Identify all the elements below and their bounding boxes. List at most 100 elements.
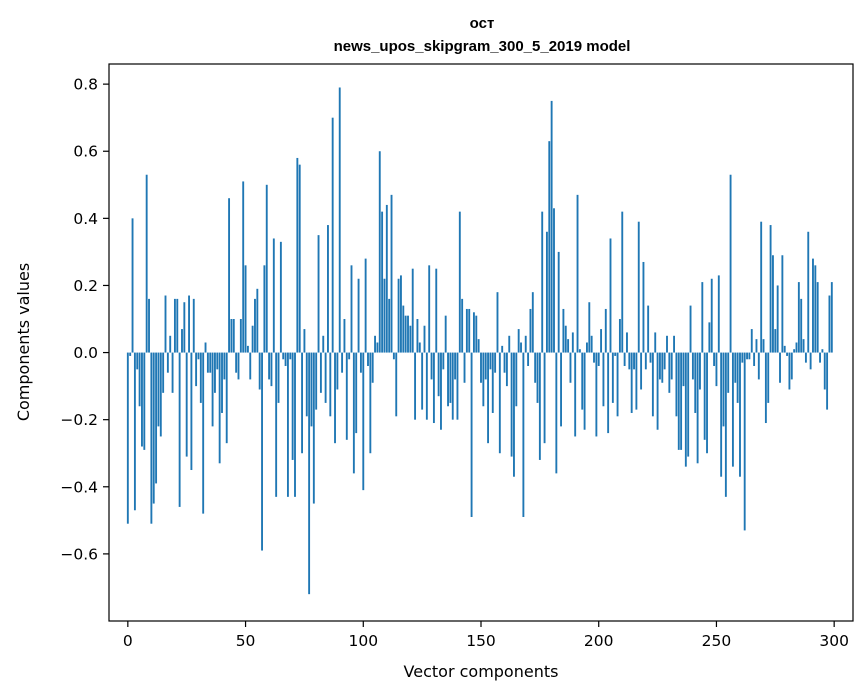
bar-29 [195, 352, 198, 387]
bar-169 [524, 335, 527, 353]
bar-143 [463, 352, 466, 383]
bar-23 [181, 329, 183, 353]
bar-157 [496, 292, 499, 353]
bar-161 [505, 352, 508, 387]
bar-245 [703, 352, 706, 440]
chart-subtitle: news_upos_skipgram_300_5_2019 model [334, 38, 631, 55]
bar-174 [536, 352, 539, 403]
bar-62 [272, 238, 275, 353]
bar-234 [677, 352, 680, 450]
bar-159 [501, 345, 504, 353]
bar-207 [614, 352, 617, 356]
bar-122 [414, 352, 417, 420]
bar-130 [432, 352, 435, 424]
bar-247 [708, 322, 711, 353]
bar-223 [651, 352, 654, 417]
bar-253 [722, 352, 725, 427]
bar-243 [699, 352, 701, 390]
bar-189 [571, 332, 574, 353]
bar-203 [604, 308, 607, 353]
y-tick-label: −0.2 [60, 411, 98, 429]
bar-279 [783, 345, 786, 353]
bar-282 [790, 352, 793, 380]
bar-228 [663, 352, 666, 370]
bar-53 [251, 325, 254, 353]
bar-106 [376, 342, 379, 353]
bar-17 [166, 352, 169, 373]
bar-50 [244, 265, 247, 353]
bar-34 [206, 352, 209, 373]
bar-195 [586, 342, 588, 353]
bar-22 [178, 352, 181, 507]
bar-219 [642, 261, 645, 353]
bar-201 [600, 329, 603, 353]
bar-87 [331, 117, 334, 353]
bar-196 [588, 302, 591, 353]
bar-232 [673, 335, 675, 353]
bar-118 [404, 315, 407, 353]
bar-40 [221, 352, 223, 413]
bar-278 [781, 255, 784, 353]
bar-91 [341, 352, 344, 373]
bar-238 [687, 352, 690, 457]
bar-100 [362, 352, 365, 491]
y-axis-ticks: −0.6 −0.4 −0.2 0.0 0.2 0.4 0.6 0.8 [60, 76, 109, 563]
bar-5 [138, 352, 141, 407]
bar-94 [348, 352, 351, 360]
bar-3 [133, 352, 136, 511]
bar-47 [237, 352, 240, 380]
bar-64 [277, 352, 280, 403]
bar-259 [736, 352, 739, 403]
bar-204 [607, 352, 610, 434]
bar-74 [301, 352, 303, 454]
bar-185 [562, 308, 565, 353]
bar-142 [461, 298, 464, 353]
bar-6 [141, 352, 143, 447]
x-tick-label: 200 [584, 632, 614, 650]
bar-8 [145, 174, 148, 353]
bar-109 [383, 278, 386, 353]
bar-114 [395, 352, 398, 417]
y-tick-label: 0.8 [73, 76, 98, 94]
bar-30 [197, 352, 200, 360]
bar-69 [289, 352, 292, 360]
bar-79 [312, 352, 315, 504]
bar-81 [317, 235, 320, 353]
bar-67 [284, 352, 287, 366]
bar-46 [235, 352, 238, 373]
bar-83 [322, 335, 325, 353]
bar-155 [491, 352, 494, 413]
bar-221 [647, 305, 650, 353]
x-axis-label: Vector components [404, 662, 559, 681]
bar-227 [661, 352, 664, 383]
bar-104 [371, 352, 374, 383]
bar-178 [545, 231, 548, 353]
bar-48 [239, 319, 242, 353]
bar-270 [762, 339, 765, 353]
bar-35 [209, 352, 212, 373]
bar-108 [381, 211, 384, 353]
bar-19 [171, 352, 174, 393]
bar-98 [357, 278, 360, 353]
bar-164 [513, 352, 515, 477]
bar-296 [823, 352, 826, 390]
bar-112 [390, 194, 393, 353]
bar-141 [458, 211, 461, 353]
bar-165 [515, 352, 518, 407]
bar-45 [232, 319, 235, 353]
bar-97 [355, 352, 358, 434]
bar-192 [578, 349, 581, 353]
bar-199 [595, 352, 598, 437]
bar-110 [385, 204, 388, 353]
bar-236 [682, 352, 685, 387]
bars-group [126, 87, 833, 595]
bar-7 [143, 352, 146, 450]
bar-267 [755, 339, 758, 353]
bar-216 [635, 352, 638, 410]
bar-173 [534, 352, 537, 383]
bar-172 [531, 292, 534, 353]
bar-70 [291, 352, 294, 460]
bar-176 [541, 211, 544, 353]
bar-31 [199, 352, 202, 403]
bar-25 [185, 352, 188, 457]
